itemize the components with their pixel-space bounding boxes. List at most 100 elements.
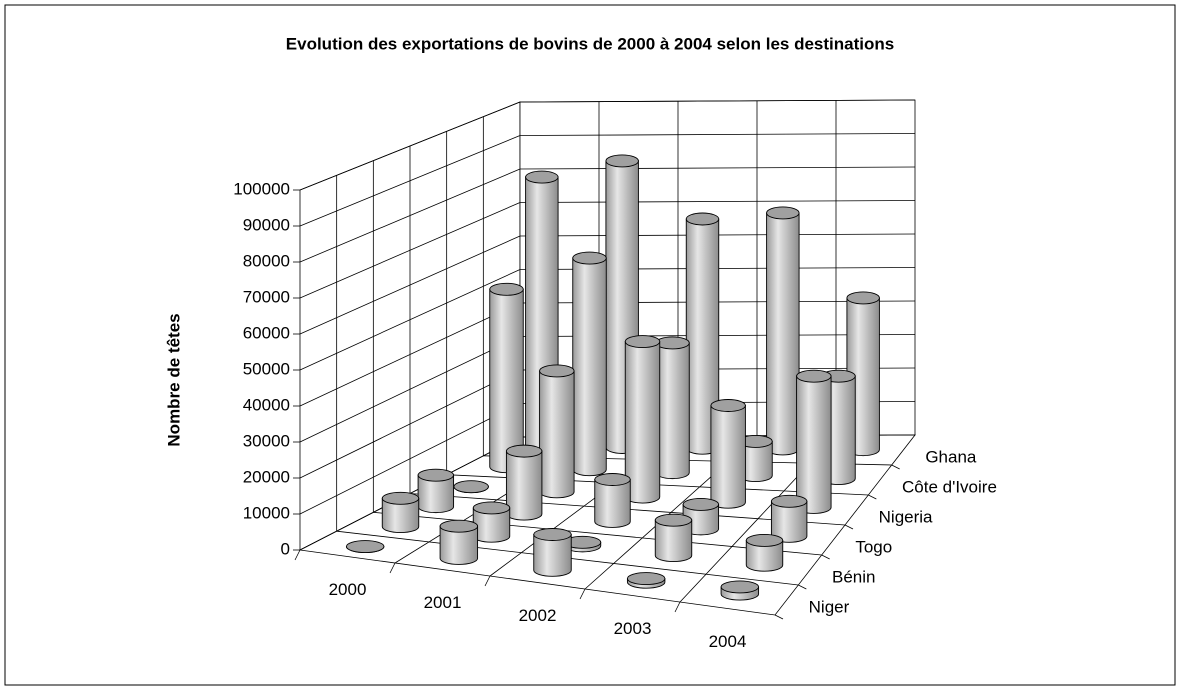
cylinder-body [439,525,479,565]
cylinder-top [489,282,524,296]
cylinder [572,251,607,477]
y-tick-label: 40000 [243,395,290,414]
cylinder [624,335,661,504]
cylinder [539,364,575,499]
cylinder [505,444,543,521]
cylinder [533,528,572,577]
grid-line [519,166,916,170]
grid-line [519,99,916,103]
cylinder-top [682,497,720,511]
cylinder-body [796,375,832,514]
cylinder-top [594,473,631,486]
cylinder-body [766,212,800,456]
y-tick-label: 90000 [243,215,290,234]
cylinder-top [655,336,690,350]
depth-tick [774,614,784,620]
cylinder-top [539,364,575,378]
cylinder-body [745,539,784,572]
cylinder-body [594,479,631,528]
y-tick-label: 100000 [233,179,290,198]
depth-tick [868,494,877,500]
x-tick-label: 2000 [329,580,367,599]
x-tick [294,549,301,561]
x-tick [484,575,491,587]
y-tick-label: 30000 [243,431,290,450]
cylinder-top [533,528,572,541]
cylinder [720,580,760,601]
cylinder-top [745,533,784,547]
x-tick [389,562,396,574]
series-label: Niger [809,597,850,616]
cylinder-top [626,572,666,586]
depth-tick [821,554,830,560]
cylinder-top [525,170,559,184]
cylinder-top [770,494,808,508]
cylinder [381,491,420,533]
x-tick [579,588,586,600]
cylinder-top [505,444,543,458]
y-axis-label: Nombre de têtes [164,313,183,446]
cylinder [345,540,385,553]
x-tick-label: 2001 [424,593,462,612]
cylinder-top [654,513,693,527]
cylinder-top [710,399,746,412]
x-tick-label: 2003 [614,619,652,638]
cylinder-top [572,251,607,265]
y-tick-label: 0 [281,539,290,558]
series-label: Togo [855,537,892,556]
cylinder-body [572,257,607,477]
cylinder-body [539,370,575,499]
cylinder-top [381,491,420,505]
cylinder-body [710,405,746,509]
cylinder [710,399,746,509]
depth-tick [798,584,807,590]
y-tick-label: 10000 [243,503,290,522]
cylinder [654,513,693,562]
cylinder-top [472,501,511,515]
cylinder-top [345,540,385,553]
depth-tick [891,464,900,470]
cylinder-body [381,497,420,533]
grid-line [519,200,916,203]
cylinder-top [796,369,832,383]
x-tick-label: 2004 [709,632,747,651]
cylinder-top [605,154,639,168]
grid-line [519,133,916,136]
cylinder [796,369,832,514]
cylinder-top [846,291,880,305]
cylinder-body [655,342,690,480]
cylinder [417,468,455,514]
cylinder [745,533,784,572]
y-tick-label: 20000 [243,467,290,486]
cylinder [655,336,690,480]
cylinder-top [720,580,760,594]
chart-title: Evolution des exportations de bovins de … [286,34,894,53]
cylinder-top [685,212,720,226]
series-label: Ghana [925,447,977,466]
series-label: Nigeria [879,507,933,526]
cylinder-body [654,519,693,562]
cylinder-top [417,468,455,482]
cylinder [594,473,631,528]
cylinder-body [533,534,572,577]
y-tick-label: 80000 [243,251,290,270]
cylinder [770,494,808,543]
cylinder [626,572,666,589]
cylinder [738,435,773,483]
cylinder-top [766,206,800,220]
x-tick-label: 2002 [519,606,557,625]
depth-tick [844,524,854,530]
cylinder [472,501,511,543]
cylinder-top [624,335,661,349]
cylinder-top [439,519,479,533]
cylinder [453,480,489,494]
cylinder [489,282,524,474]
cylinder [439,519,479,565]
cylinder-body [505,450,543,521]
y-tick-label: 50000 [243,359,290,378]
cylinder [766,206,800,456]
y-tick-label: 60000 [243,323,290,342]
series-label: Bénin [832,567,875,586]
x-tick [674,601,681,613]
